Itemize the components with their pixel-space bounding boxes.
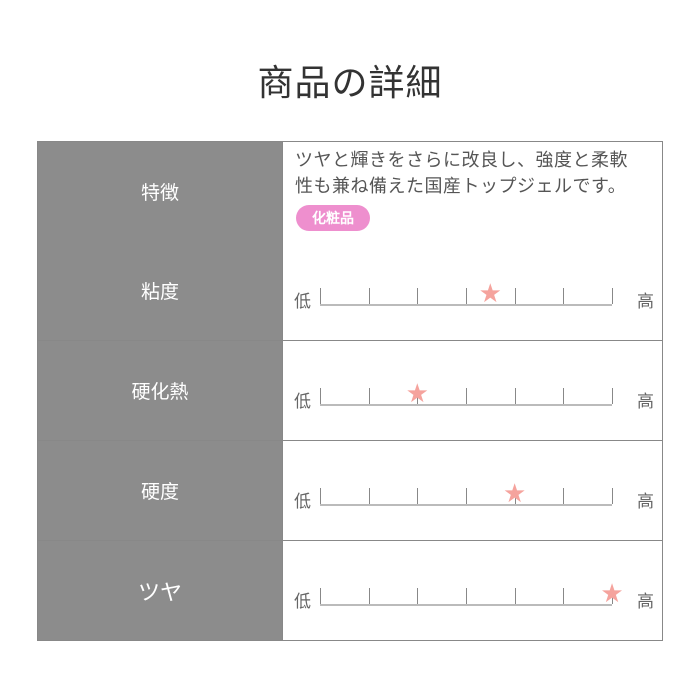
scale-tick xyxy=(563,488,565,504)
scale-low-label: 低 xyxy=(294,592,311,612)
scale-tick xyxy=(563,388,565,404)
rating-row: ツヤ 低 ★ 高 xyxy=(38,540,662,640)
product-details-table: 特徴 ツヤと輝きをさらに改良し、強度と柔軟 性も兼ね備えた国産トップジェルです。… xyxy=(37,141,663,641)
scale-low-label: 低 xyxy=(294,392,311,412)
scale-tick xyxy=(466,588,467,604)
rating-row: 硬化熱 低 ★ 高 xyxy=(38,340,662,440)
scale-tick xyxy=(368,488,370,504)
scale-tick xyxy=(612,488,613,504)
scale-high-label: 高 xyxy=(637,292,654,312)
scale-high-label: 高 xyxy=(637,492,654,512)
rating-label: 粘度 xyxy=(38,241,283,340)
rating-label: 硬化熱 xyxy=(38,341,283,440)
rating-row: 粘度 低 ★ 高 xyxy=(38,241,662,340)
scale-tick xyxy=(612,388,613,404)
scale-tick xyxy=(466,488,467,504)
scale-tick xyxy=(368,588,370,604)
scale-tick xyxy=(612,588,613,604)
star-icon: ★ xyxy=(405,379,429,409)
page-title: 商品の詳細 xyxy=(257,63,443,104)
rating-label: 硬度 xyxy=(38,441,283,540)
scale-tick xyxy=(320,488,321,504)
rating-row: 硬度 低 ★ 高 xyxy=(38,440,662,540)
scale-tick xyxy=(466,388,467,404)
rating-scale xyxy=(320,588,613,606)
cosmetic-badge: 化粧品 xyxy=(296,205,370,231)
scale-tick xyxy=(514,288,516,304)
scale-high-label: 高 xyxy=(637,392,654,412)
scale-tick xyxy=(514,388,516,404)
scale-tick xyxy=(514,488,516,504)
scale-tick xyxy=(417,388,419,404)
scale-low-label: 低 xyxy=(294,492,311,512)
star-icon: ★ xyxy=(503,479,527,509)
scale-tick xyxy=(466,288,467,304)
features-label: 特徴 xyxy=(38,142,283,241)
star-icon: ★ xyxy=(600,579,624,609)
scale-tick xyxy=(320,288,321,304)
scale-tick xyxy=(514,588,516,604)
scale-tick xyxy=(320,588,321,604)
rating-scale xyxy=(320,288,613,306)
scale-tick xyxy=(563,588,565,604)
scale-tick xyxy=(563,288,565,304)
scale-low-label: 低 xyxy=(294,292,311,312)
scale-tick xyxy=(417,288,419,304)
star-icon: ★ xyxy=(478,279,502,309)
scale-tick xyxy=(417,588,419,604)
scale-tick xyxy=(368,388,370,404)
rating-scale xyxy=(320,388,613,406)
features-description: ツヤと輝きをさらに改良し、強度と柔軟 性も兼ね備えた国産トップジェルです。 xyxy=(295,150,628,197)
scale-tick xyxy=(417,488,419,504)
scale-high-label: 高 xyxy=(637,592,654,612)
scale-tick xyxy=(368,288,370,304)
scale-tick xyxy=(320,388,321,404)
rating-scale xyxy=(320,488,613,506)
scale-tick xyxy=(612,288,613,304)
rating-label: ツヤ xyxy=(38,541,283,640)
features-row: 特徴 ツヤと輝きをさらに改良し、強度と柔軟 性も兼ね備えた国産トップジェルです。… xyxy=(38,142,662,241)
